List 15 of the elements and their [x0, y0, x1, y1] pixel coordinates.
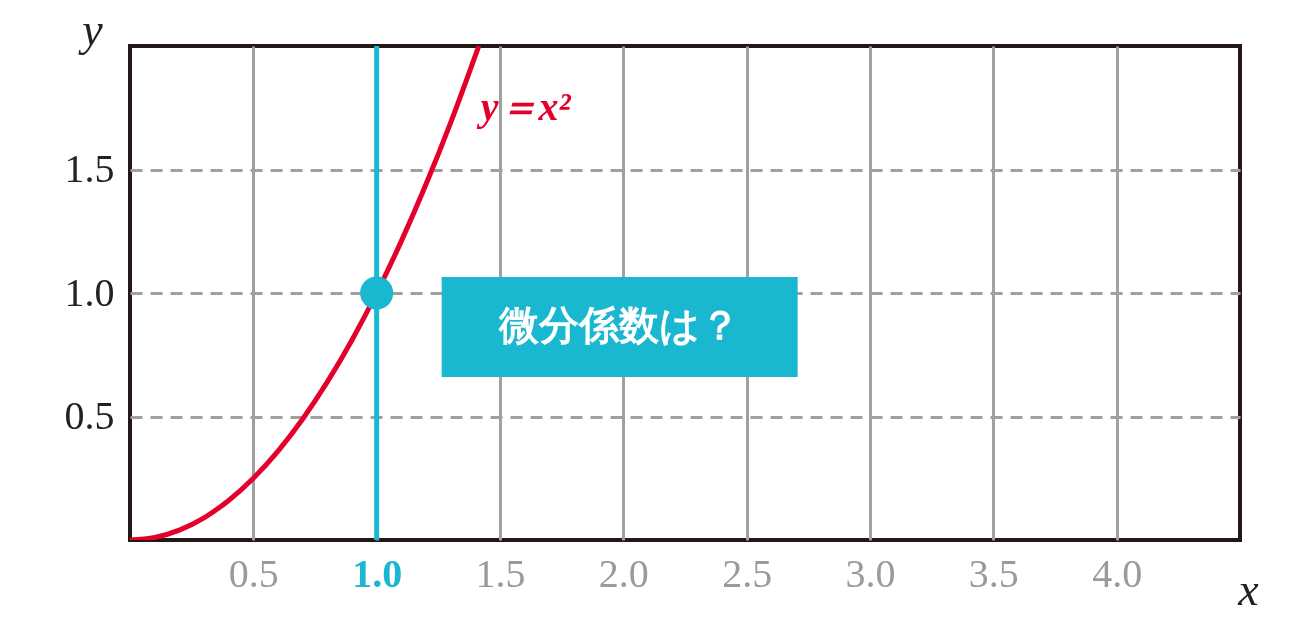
y-tick-label: 1.5	[64, 146, 115, 191]
x-tick-label: 4.0	[1092, 550, 1143, 596]
x-tick-label: 1.5	[475, 550, 526, 596]
series-label: y＝x²	[476, 84, 572, 129]
y-axis-title: y	[78, 3, 104, 55]
y-tick-label: 1.0	[64, 269, 115, 315]
x-tick-label: 2.0	[598, 550, 649, 596]
x-axis-title: x	[1237, 563, 1260, 615]
x-tick-label: 0.5	[228, 550, 279, 596]
y-tick-label: 0.5	[64, 393, 115, 438]
x-tick-label: 3.0	[845, 550, 896, 596]
x-tick-label: 1.0	[352, 550, 403, 596]
x-tick-label: 2.5	[722, 550, 773, 596]
x-tick-label: 3.5	[968, 550, 1019, 596]
annotation: 微分係数は？	[498, 302, 741, 348]
